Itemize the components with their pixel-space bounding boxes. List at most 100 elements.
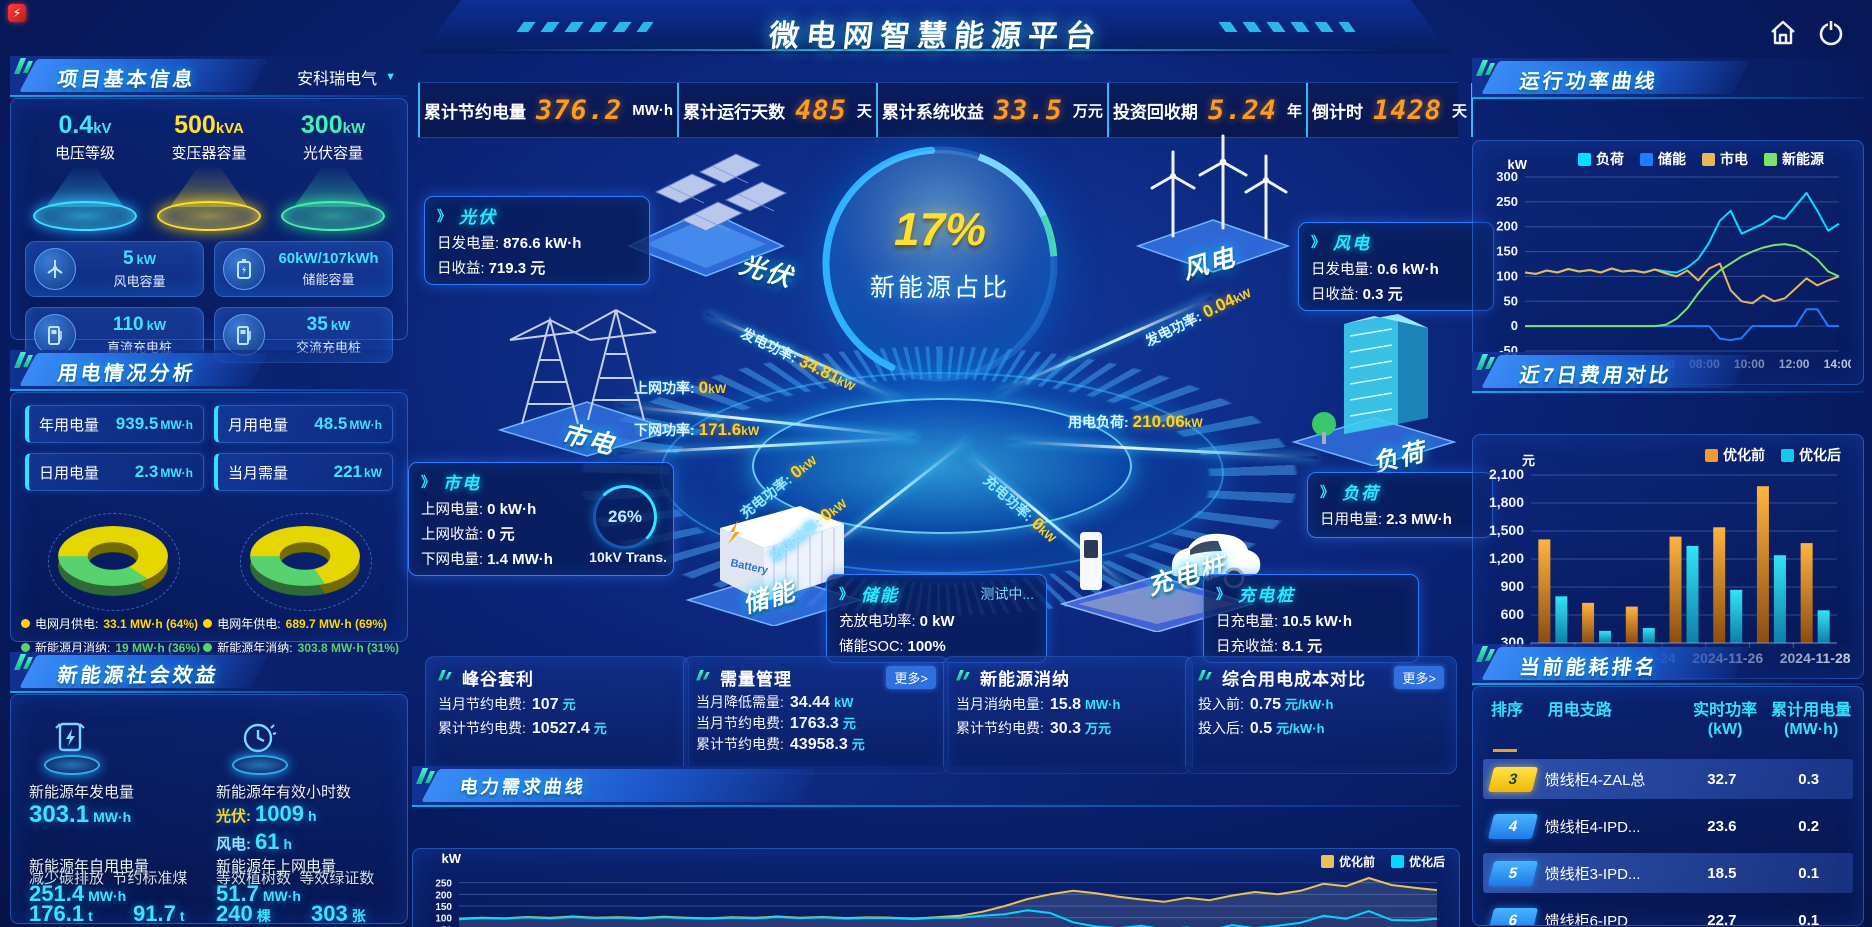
legend-item-优化后[interactable]: 优化后: [1390, 853, 1445, 870]
flow-wind-generation: 发电功率:0.04kW: [1142, 285, 1254, 350]
table-row[interactable]: 4 馈线柜4-IPD... 23.6 0.2: [1483, 806, 1853, 846]
panel-usage-header: 用电情况分析: [10, 350, 408, 391]
kpi-saved-energy: 累计节约电量 376.2 MW·h: [418, 83, 677, 137]
annual-generation-label: 新能源年发电量: [29, 784, 135, 801]
carbon-value: 176.1 t: [29, 901, 93, 926]
kpi-system-revenue: 累计系统收益 33.5 万元: [875, 83, 1107, 137]
pv-hours: 光伏: 1009 h: [216, 801, 317, 826]
svg-text:元: 元: [1522, 453, 1535, 468]
infobox-charger: 》充电桩 日充电量: 10.5 kW·h 日充收益: 8.1 元: [1203, 574, 1419, 663]
app-logo: ⚡: [8, 4, 26, 22]
transformer-gauge: 26%: [593, 485, 657, 549]
legend-item-储能[interactable]: 储能: [1640, 149, 1686, 169]
legend-swatch: [1764, 152, 1777, 166]
table-row[interactable]: 5 馈线柜3-IPD... 18.5 0.1: [1483, 853, 1853, 894]
power-curve-legend: 负荷 储能 市电 新能源: [1578, 149, 1824, 169]
legend-item-优化前[interactable]: 优化前: [1705, 445, 1765, 465]
card-corner-icon: [696, 669, 712, 686]
pedestal-pv-capacity: 300kW 光伏容量: [273, 111, 393, 231]
power-button[interactable]: [1814, 16, 1848, 50]
panel-corner-icon: [1476, 354, 1500, 378]
node-load-graphic: [1286, 306, 1461, 471]
tree-value: 240 棵: [216, 901, 271, 926]
kpi-run-days: 累计运行天数 485 天: [677, 83, 876, 137]
table-row[interactable]: 3 馈线柜4-ZAL总 32.7 0.3: [1483, 759, 1853, 800]
panel-benefits-header: 新能源社会效益: [10, 652, 408, 693]
panel-corner-icon: [14, 352, 38, 376]
clock-icon: [229, 709, 288, 775]
flow-grid-up: 上网功率: 0kW: [634, 378, 727, 397]
svg-text:100: 100: [435, 914, 452, 925]
svg-text:50: 50: [441, 925, 453, 927]
stat-month-demand: 当月需量 221 kW: [214, 453, 393, 491]
legend-grid-month: 电网月供电: 33.1 MW·h (64%): [21, 615, 203, 632]
home-button[interactable]: [1766, 16, 1800, 50]
svg-text:100: 100: [1496, 268, 1518, 283]
svg-text:2,100: 2,100: [1489, 466, 1524, 482]
header-underline: [1493, 749, 1517, 753]
rank-badge: 5: [1487, 860, 1539, 886]
chevron-down-icon: ▼: [385, 71, 396, 83]
transformer-gauge-label: 10kV Trans.: [589, 549, 667, 565]
demand-chart: 2502001501005000:0000:4001:2002:0002:400…: [413, 849, 1459, 927]
export-value: 51.7 MW·h: [216, 881, 301, 906]
more-button[interactable]: 更多>: [886, 666, 936, 689]
svg-text:150: 150: [1496, 244, 1518, 259]
legend-item-市电[interactable]: 市电: [1702, 149, 1748, 169]
donut-charts: [11, 491, 407, 611]
ranking-table-header: 排序 用电支路 实时功率 (kW) 累计用电量 (MW·h): [1491, 702, 1852, 739]
capacity-cards: 5 kW 风电容量 60kW/107kWh 储能容量 110 kW 直流充电桩 35 kW 交…: [11, 231, 407, 363]
page-title: 微电网智慧能源平台: [767, 20, 1104, 53]
legend-swatch: [1640, 152, 1653, 166]
panel-title: 电力需求曲线: [458, 777, 588, 797]
panel-corner-icon: [14, 654, 38, 678]
carbon-coal-labels: 减少碳排放 节约标准煤: [29, 870, 188, 887]
donut-month-chart: [48, 499, 180, 611]
legend-swatch: [1705, 448, 1718, 462]
card-demand-management: 需量管理 更多> 当月降低需量: 34.44 kW 当月节约电费: 1763.3 元 累计…: [683, 656, 949, 774]
pedestal-transformer: 500kVA 变压器容量: [149, 111, 269, 231]
legend-item-优化后[interactable]: 优化后: [1781, 445, 1841, 465]
stat-month-usage: 月用电量 48.5 MW·h: [214, 405, 393, 443]
coal-value: 91.7 t: [133, 901, 185, 926]
new-energy-ratio-value: 17%: [893, 203, 987, 255]
svg-text:1,200: 1,200: [1489, 550, 1524, 566]
panel-title: 近7日费用对比: [1518, 365, 1674, 387]
svg-text:kW: kW: [442, 851, 462, 866]
card-cost-comparison: 综合用电成本对比 更多> 投入前: 0.75 元/kW·h 投入后: 0.5 元/kW·h: [1185, 656, 1457, 774]
infobox-load: 》负荷 日用电量: 2.3 MW·h: [1307, 472, 1493, 538]
svg-text:1,500: 1,500: [1489, 522, 1524, 538]
infobox-pv: 》光伏 日发电量: 876.6 kW·h 日收益: 719.3 元: [424, 196, 650, 285]
more-button[interactable]: 更多>: [1394, 666, 1444, 689]
legend-item-新能源[interactable]: 新能源: [1764, 149, 1824, 169]
panel-corner-icon: [14, 58, 38, 82]
tree-cert-labels: 等效植树数 等效绿证数: [216, 870, 375, 887]
panel-ranking-header: 当前能耗排名: [1472, 644, 1864, 685]
card-wind-capacity: 5 kW 风电容量: [25, 241, 204, 297]
effective-hours-label: 新能源年有效小时数: [216, 784, 352, 801]
panel-social-benefits: 新能源社会效益 新能源年发电量 303.1 MW·h 新能源年有效小时数 光伏: 1…: [10, 652, 408, 926]
legend-swatch: [1320, 855, 1334, 868]
kpi-bar: 累计节约电量 376.2 MW·h 累计运行天数 485 天 累计系统收益 33.5 万元 …: [418, 82, 1474, 138]
svg-text:0: 0: [1511, 318, 1518, 333]
self-use-label: 新能源年自用电量: [29, 858, 150, 875]
hub-inner-ellipse: [752, 398, 1132, 534]
node-pv-graphic: [618, 152, 793, 282]
panel-corner-icon: [1476, 646, 1500, 670]
legend-item-优化前[interactable]: 优化前: [1320, 853, 1375, 870]
infobox-wind: 》风电 日发电量: 0.6 kW·h 日收益: 0.3 元: [1298, 222, 1494, 311]
svg-text:300: 300: [1496, 169, 1518, 184]
self-use-value: 251.4 MW·h: [29, 881, 127, 906]
legend-item-负荷[interactable]: 负荷: [1578, 149, 1624, 169]
node-grid-graphic: [492, 292, 682, 462]
wind-turbine-icon: [34, 248, 76, 290]
table-row[interactable]: 6 馈线柜6-IPD 22.7 0.1: [1483, 900, 1853, 925]
rank-badge: 4: [1487, 813, 1539, 839]
card-peak-valley: 峰谷套利 当月节约电费: 107 元 累计节约电费: 10527.4 元: [425, 656, 689, 774]
company-dropdown[interactable]: 安科瑞电气 ▼: [297, 65, 396, 89]
panel-title: 项目基本信息: [56, 69, 198, 91]
ac-charger-icon: [223, 314, 265, 356]
card-newenergy-consumption: 新能源消纳 当月消纳电量: 15.8 MW·h 累计节约电费: 30.3 万元: [943, 656, 1193, 774]
pedestal-row: 0.4kV 电压等级 500kVA 变压器容量 300kW 光伏容量: [11, 99, 407, 231]
